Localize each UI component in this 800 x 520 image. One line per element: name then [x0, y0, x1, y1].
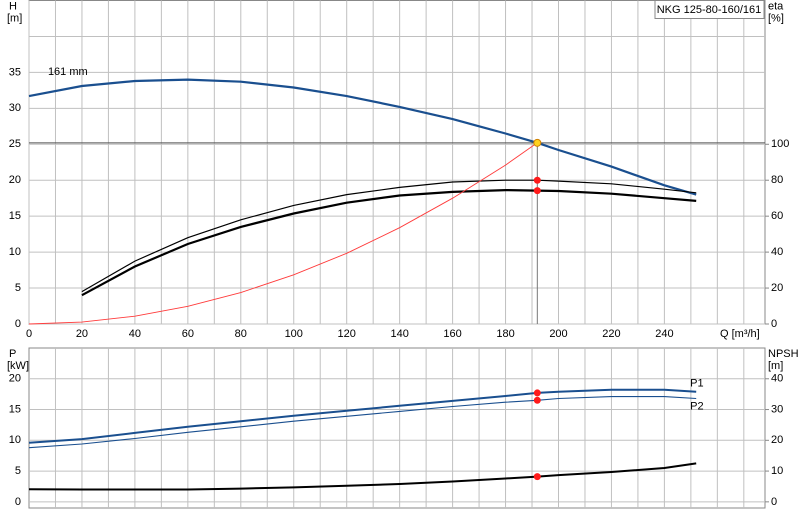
- y-tick-label: 20: [9, 174, 21, 186]
- y-tick-label: 15: [9, 403, 21, 415]
- y2-axis-label: NPSH: [768, 348, 799, 360]
- y2-tick-label: 80: [771, 174, 783, 186]
- operating-point: [533, 389, 541, 397]
- operating-point: [533, 473, 541, 481]
- curve: [28, 462, 697, 491]
- y2-axis-unit: [%]: [768, 12, 784, 24]
- plot-area: [28, 0, 766, 325]
- plot-area: [28, 347, 766, 509]
- y-tick-label: 10: [9, 246, 21, 258]
- y2-tick-label: 20: [771, 282, 783, 294]
- x-tick-label: 40: [129, 328, 141, 340]
- y-axis-label: P: [9, 348, 16, 360]
- y2-tick-label: 60: [771, 210, 783, 222]
- x-tick-label: 240: [655, 328, 673, 340]
- y-tick-label: 5: [15, 282, 21, 294]
- curve: [28, 142, 538, 325]
- x-tick-label: 160: [443, 328, 461, 340]
- operating-point: [533, 138, 542, 147]
- curve-label: P2: [690, 400, 703, 412]
- x-tick-label: 100: [285, 328, 303, 340]
- y2-tick-label: 40: [771, 246, 783, 258]
- x-axis-label: Q [m³/h]: [720, 328, 760, 340]
- y-tick-label: 10: [9, 434, 21, 446]
- x-tick-label: 20: [76, 328, 88, 340]
- y2-axis-label: eta: [768, 0, 784, 12]
- y-tick-label: 20: [9, 373, 21, 385]
- x-tick-label: 200: [549, 328, 567, 340]
- y-tick-label: 25: [9, 138, 21, 150]
- curve: [28, 388, 697, 444]
- curve: [81, 188, 697, 297]
- title-box: [654, 0, 765, 19]
- x-tick-label: 140: [390, 328, 408, 340]
- y-tick-label: 0: [15, 318, 21, 330]
- operating-point: [533, 176, 541, 184]
- curve-label: 161 mm: [48, 66, 88, 78]
- x-tick-label: 0: [26, 328, 32, 340]
- y2-tick-label: 10: [771, 465, 783, 477]
- x-tick-label: 60: [182, 328, 194, 340]
- y2-tick-label: 40: [771, 373, 783, 385]
- y-tick-label: 15: [9, 210, 21, 222]
- curve: [81, 179, 697, 293]
- curve-label: P1: [690, 378, 703, 390]
- y2-tick-label: 100: [771, 138, 789, 150]
- curve: [28, 78, 697, 196]
- x-tick-label: 220: [602, 328, 620, 340]
- y-tick-label: 0: [15, 496, 21, 508]
- y-tick-label: 30: [9, 102, 21, 114]
- y-tick-label: 5: [15, 465, 21, 477]
- x-tick-label: 120: [338, 328, 356, 340]
- curve: [28, 396, 697, 449]
- x-tick-label: 180: [496, 328, 514, 340]
- y2-tick-label: 0: [771, 496, 777, 508]
- x-tick-label: 80: [235, 328, 247, 340]
- y2-axis-unit: [m]: [768, 360, 783, 372]
- chart-title: NKG 125-80-160/161: [657, 4, 762, 16]
- y-axis-unit: [m]: [7, 12, 22, 24]
- y2-tick-label: 20: [771, 434, 783, 446]
- operating-point: [533, 396, 541, 404]
- y2-tick-label: 30: [771, 403, 783, 415]
- y-tick-label: 35: [9, 66, 21, 78]
- y-axis-label: H: [9, 0, 17, 12]
- y2-tick-label: 0: [771, 318, 777, 330]
- y-axis-unit: [kW]: [7, 360, 29, 372]
- operating-point: [533, 187, 541, 195]
